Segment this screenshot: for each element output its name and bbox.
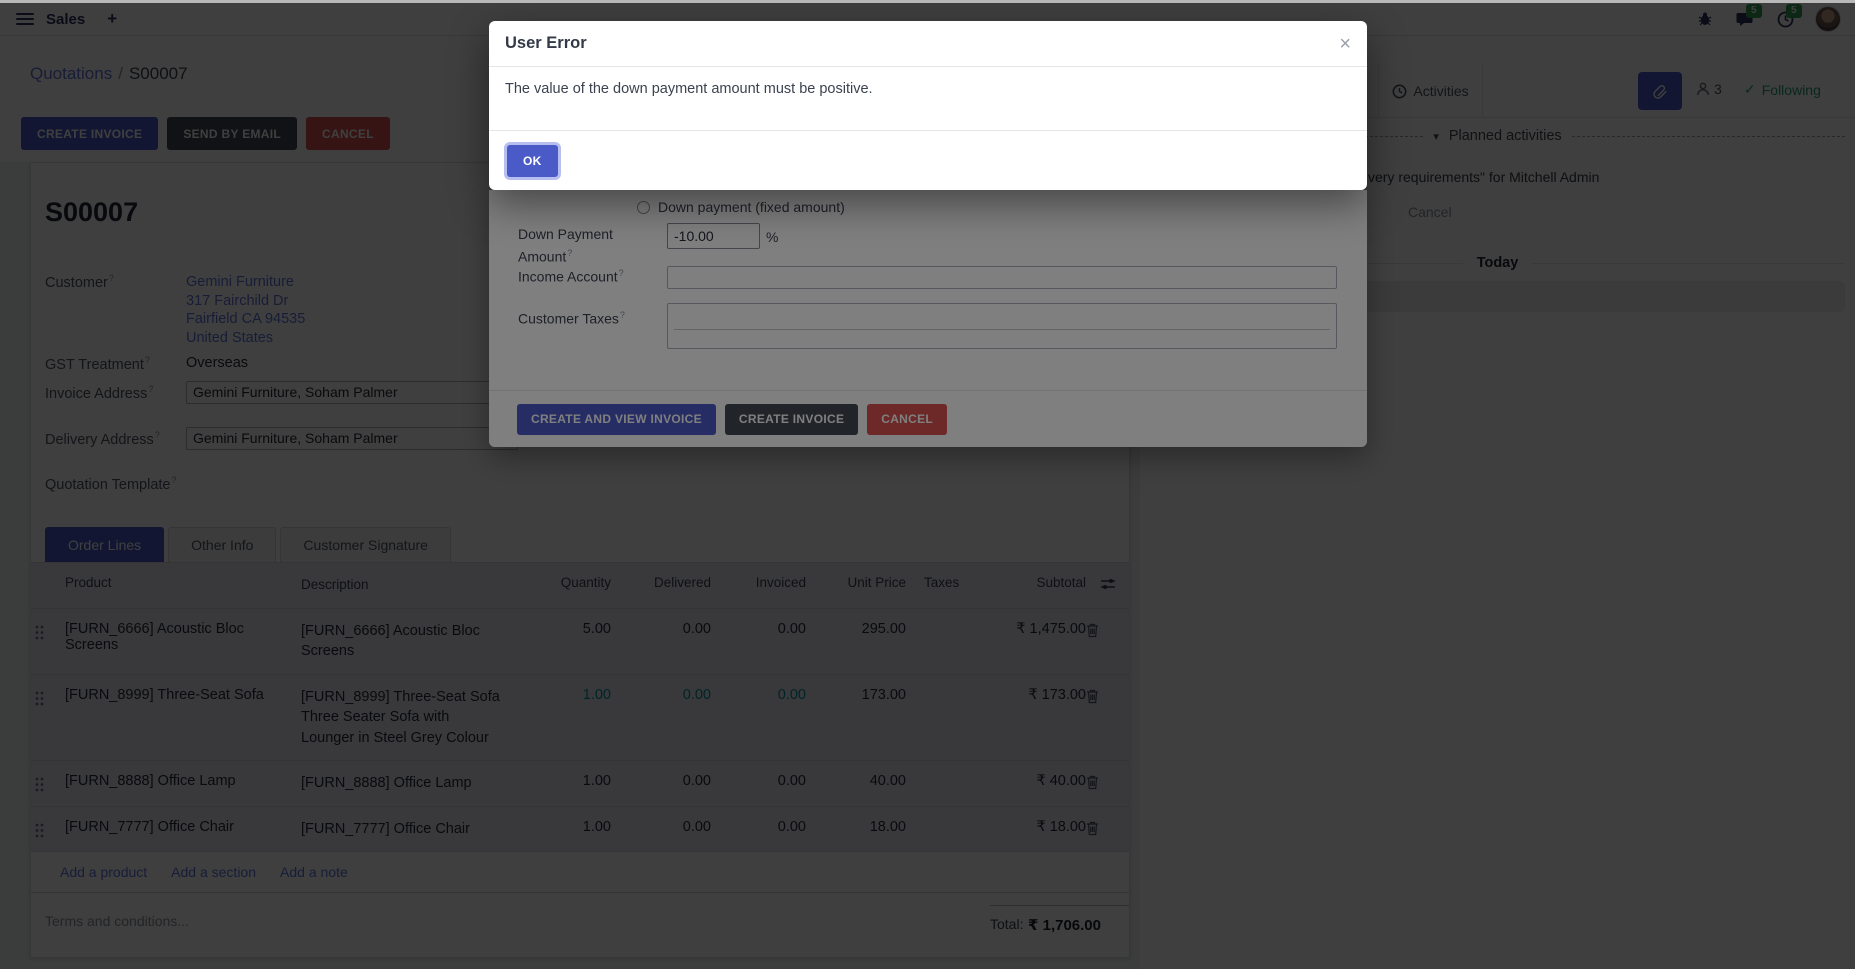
user-error-dialog: User Error × The value of the down payme… — [489, 21, 1367, 190]
dialog-message: The value of the down payment amount mus… — [505, 81, 873, 97]
dialog-footer: OK — [489, 130, 1367, 190]
dialog-header: User Error × — [489, 21, 1367, 67]
ok-button[interactable]: OK — [507, 144, 558, 177]
window-top-strip — [0, 0, 1855, 3]
dialog-title: User Error — [505, 34, 587, 52]
close-icon[interactable]: × — [1339, 32, 1351, 55]
